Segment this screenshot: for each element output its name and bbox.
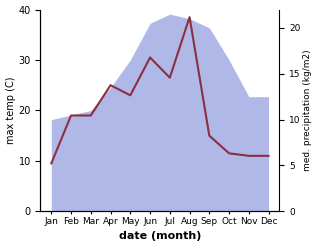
Y-axis label: med. precipitation (kg/m2): med. precipitation (kg/m2): [303, 50, 313, 171]
Y-axis label: max temp (C): max temp (C): [5, 77, 16, 144]
X-axis label: date (month): date (month): [119, 231, 201, 242]
